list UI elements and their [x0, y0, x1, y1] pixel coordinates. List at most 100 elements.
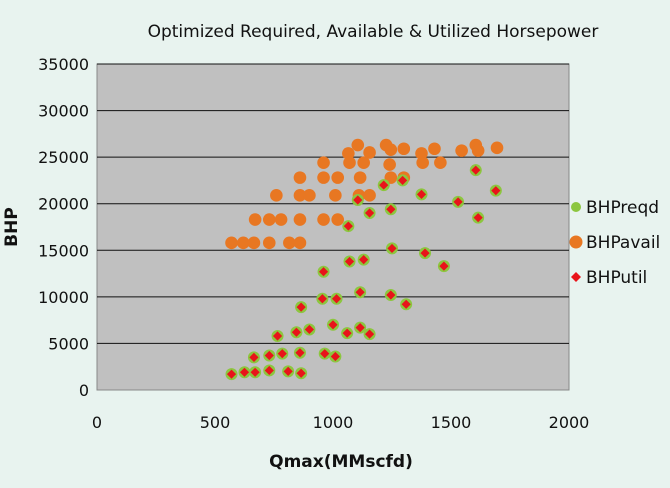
x-tick-label: 1000 — [313, 413, 354, 432]
y-tick-label: 30000 — [38, 102, 89, 121]
point-BHPavail — [262, 213, 276, 226]
point-BHPutil — [386, 204, 396, 214]
point-BHPavail — [331, 171, 345, 184]
legend: BHPreqd BHPavail BHPutil — [569, 198, 660, 288]
point-BHPavail — [434, 156, 447, 170]
point-BHPutil — [439, 261, 449, 271]
point-BHPavail — [283, 236, 296, 250]
point-BHPutil — [272, 331, 283, 341]
series-BHPavail — [225, 138, 504, 250]
point-BHPutil — [401, 299, 411, 309]
point-BHPavail — [262, 236, 276, 250]
legend-marker-BHPreqd — [571, 202, 581, 212]
point-BHPutil — [364, 208, 375, 218]
y-tick-label: 25000 — [38, 148, 89, 167]
point-BHPavail — [343, 156, 356, 170]
point-BHPutil — [264, 365, 274, 376]
point-BHPavail — [225, 236, 238, 250]
legend-item-BHPreqd: BHPreqd — [571, 198, 659, 218]
point-BHPavail — [357, 156, 370, 170]
point-BHPavail — [317, 156, 330, 170]
legend-label-BHPavail: BHPavail — [586, 233, 660, 253]
point-BHPutil — [398, 175, 408, 186]
point-BHPutil — [342, 328, 352, 338]
point-BHPavail — [274, 213, 288, 226]
point-BHPutil — [353, 195, 363, 205]
point-BHPutil — [264, 350, 274, 361]
point-BHPutil — [291, 327, 302, 337]
point-BHPavail — [248, 213, 262, 226]
legend-marker-BHPutil — [571, 272, 581, 282]
point-BHPutil — [328, 320, 338, 330]
point-BHPavail — [237, 236, 250, 250]
point-BHPavail — [363, 146, 376, 159]
point-BHPutil — [296, 302, 306, 312]
y-axis-label: BHP — [2, 207, 22, 247]
x-tick-label: 2000 — [549, 413, 590, 432]
legend-marker-BHPavail — [569, 235, 583, 249]
chart-title: Optimized Required, Available & Utilized… — [148, 22, 599, 42]
point-BHPavail — [317, 171, 330, 184]
point-BHPutil — [317, 294, 327, 304]
point-BHPavail — [293, 171, 307, 184]
y-tick-label: 20000 — [38, 195, 89, 214]
series-BHPutil — [226, 165, 501, 379]
point-BHPavail — [351, 138, 365, 152]
y-tick-label: 15000 — [38, 241, 89, 260]
point-BHPutil — [355, 287, 365, 297]
point-BHPutil — [320, 349, 330, 359]
point-BHPutil — [420, 248, 430, 258]
point-BHPavail — [329, 189, 342, 202]
data-points — [225, 138, 504, 381]
point-BHPavail — [363, 189, 376, 202]
point-BHPutil — [344, 256, 355, 267]
point-BHPutil — [387, 243, 397, 254]
legend-label-BHPreqd: BHPreqd — [586, 198, 659, 218]
point-BHPavail — [384, 143, 398, 156]
point-BHPutil — [453, 197, 463, 207]
y-tick-label: 0 — [79, 381, 89, 400]
point-BHPutil — [355, 322, 365, 333]
y-axis-ticks: 0 5000 10000 15000 20000 25000 30000 35000 — [38, 55, 89, 400]
plot-area — [96, 63, 570, 391]
point-BHPutil — [296, 368, 306, 378]
point-BHPutil — [491, 186, 501, 196]
point-BHPavail — [416, 156, 429, 170]
point-BHPutil — [343, 221, 353, 231]
point-BHPavail — [293, 189, 307, 202]
point-BHPavail — [293, 213, 307, 226]
x-axis-ticks: 0 500 1000 1500 2000 — [92, 413, 589, 432]
x-tick-label: 500 — [200, 413, 231, 432]
point-BHPavail — [455, 144, 468, 157]
x-tick-label: 1500 — [431, 413, 472, 432]
point-BHPutil — [295, 348, 305, 358]
point-BHPutil — [379, 180, 389, 190]
point-BHPutil — [416, 189, 427, 199]
point-BHPutil — [473, 213, 483, 223]
point-BHPavail — [415, 147, 428, 160]
point-BHPavail — [293, 236, 307, 250]
point-BHPutil — [359, 255, 369, 265]
y-tick-label: 10000 — [38, 288, 89, 307]
point-BHPutil — [318, 267, 329, 277]
point-BHPavail — [397, 142, 411, 156]
point-BHPavail — [353, 171, 367, 184]
point-BHPavail — [471, 144, 485, 157]
point-BHPutil — [283, 366, 293, 376]
point-BHPutil — [386, 290, 396, 300]
point-BHPavail — [270, 189, 283, 202]
point-BHPutil — [249, 352, 259, 362]
legend-item-BHPavail: BHPavail — [569, 233, 660, 253]
legend-label-BHPutil: BHPutil — [586, 268, 647, 288]
point-BHPavail — [303, 189, 316, 202]
point-BHPutil — [277, 349, 287, 359]
point-BHPutil — [471, 165, 481, 175]
point-BHPavail — [342, 147, 355, 160]
y-tick-label: 35000 — [38, 55, 89, 74]
point-BHPutil — [239, 367, 250, 377]
point-BHPutil — [364, 329, 375, 339]
point-BHPavail — [383, 158, 396, 171]
point-BHPavail — [428, 142, 441, 156]
point-BHPutil — [330, 351, 340, 362]
